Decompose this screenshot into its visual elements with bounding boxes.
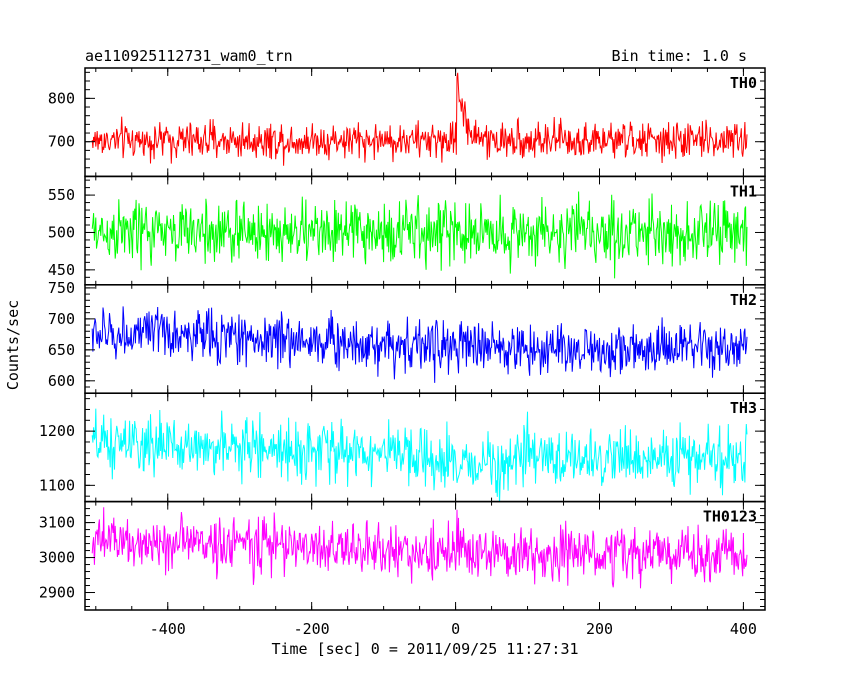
panel-label-th1: TH1 (730, 182, 757, 200)
series-line-th1 (91, 191, 748, 279)
y-tick-label: 450 (48, 261, 75, 279)
y-tick-label: 500 (48, 223, 75, 241)
panel-frame (84, 500, 766, 611)
y-tick-label: 800 (48, 89, 75, 107)
series-line-th3 (91, 408, 748, 502)
y-tick-label: 700 (48, 133, 75, 151)
panel-frame (84, 67, 766, 178)
x-tick-label: 200 (586, 620, 613, 638)
y-axis-label: Counts/sec (4, 300, 22, 390)
x-tick-label: 400 (730, 620, 757, 638)
panel-label-th0123: TH0123 (703, 508, 757, 526)
series-line-th2 (91, 306, 748, 383)
series-line-th0 (91, 72, 748, 166)
y-tick-label: 1100 (39, 476, 75, 494)
panel-th1: 450 500 550 TH1 (48, 175, 766, 286)
panel-label-th2: TH2 (730, 291, 757, 309)
panels-group: 700 800 TH0 450 500 550 TH1 600 650 700 750 TH2 1100… (39, 67, 766, 611)
panel-th0123: 2900 3000 3100 TH0123 (39, 500, 766, 611)
chart-title: ae110925112731_wam0_trn (85, 47, 293, 65)
y-tick-label: 650 (48, 341, 75, 359)
y-tick-label: 600 (48, 372, 75, 390)
bin-time-label: Bin time: 1.0 s (612, 47, 747, 65)
x-tick-label: 0 (451, 620, 460, 638)
panel-th3: 1100 1200 TH3 (39, 392, 766, 503)
panel-th2: 600 650 700 750 TH2 (48, 279, 766, 394)
y-tick-label: 2900 (39, 584, 75, 602)
x-tick-label: -200 (294, 620, 330, 638)
y-tick-label: 3000 (39, 549, 75, 567)
x-axis: -400 -200 0 200 400 (150, 620, 757, 638)
panel-label-th3: TH3 (730, 399, 757, 417)
x-axis-label: Time [sec] 0 = 2011/09/25 11:27:31 (271, 640, 578, 658)
panel-th0: 700 800 TH0 (48, 67, 766, 178)
y-tick-label: 700 (48, 310, 75, 328)
series-line-th0123 (91, 507, 748, 589)
y-tick-label: 750 (48, 279, 75, 297)
y-tick-label: 550 (48, 186, 75, 204)
x-tick-label: -400 (150, 620, 186, 638)
y-tick-label: 1200 (39, 422, 75, 440)
panel-label-th0: TH0 (730, 74, 757, 92)
y-tick-label: 3100 (39, 514, 75, 532)
